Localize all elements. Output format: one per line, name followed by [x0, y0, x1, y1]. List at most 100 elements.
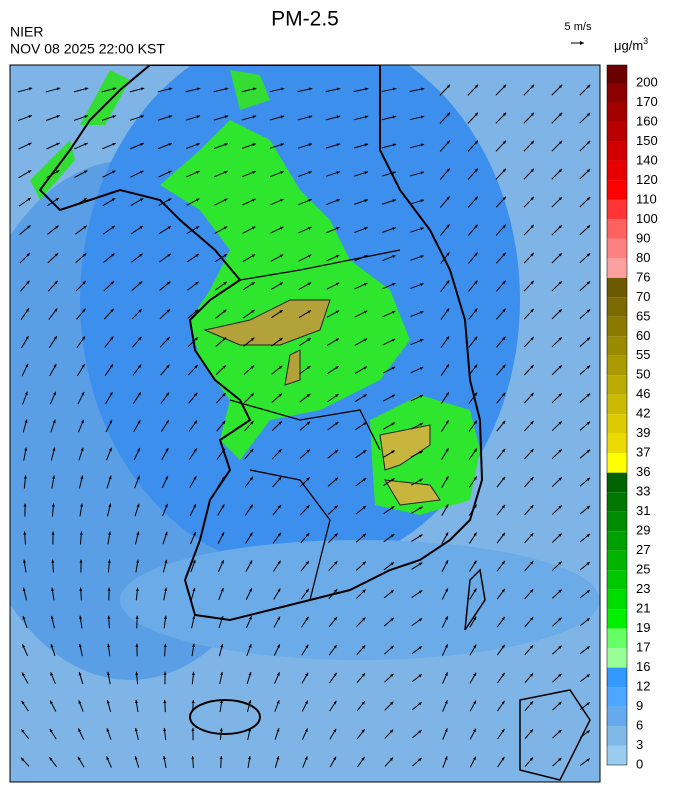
- wind-arrowhead: [168, 87, 173, 91]
- wind-arrowhead: [530, 84, 535, 89]
- wind-arrowhead: [558, 253, 563, 257]
- wind-arrowhead: [445, 532, 449, 536]
- wind-arrowhead: [250, 421, 254, 425]
- wind-arrowhead: [334, 477, 339, 481]
- wind-arrowhead: [140, 115, 145, 119]
- wind-arrowhead: [558, 196, 563, 201]
- wind-arrowhead: [418, 562, 423, 566]
- colorbar-label: 160: [636, 113, 658, 128]
- wind-arrowhead: [501, 504, 506, 509]
- coastline: [38, 65, 484, 622]
- wind-arrowhead: [558, 421, 562, 425]
- wind-arrowhead: [364, 115, 369, 119]
- wind-arrowhead: [135, 671, 139, 676]
- wind-arrowhead: [333, 728, 337, 733]
- wind-arrowhead: [55, 225, 59, 229]
- wind-arrowhead: [195, 254, 199, 258]
- wind-arrowhead: [420, 283, 424, 287]
- wind-arrowhead: [279, 226, 284, 230]
- wind-arrowhead: [112, 142, 116, 146]
- wind-arrowhead: [474, 252, 478, 256]
- wind-arrowhead: [111, 225, 115, 229]
- wind-arrowhead: [51, 559, 55, 563]
- wind-arrowhead: [529, 701, 534, 705]
- wind-arrowhead: [392, 227, 396, 231]
- colorbar-band: [607, 238, 627, 259]
- wind-arrowhead: [248, 672, 252, 676]
- wind-arrowhead: [112, 115, 117, 119]
- wind-arrowhead: [558, 645, 562, 649]
- wind-arrowhead: [392, 87, 397, 91]
- wind-arrowhead: [305, 588, 309, 593]
- wind-arrowhead: [390, 701, 394, 705]
- wind-arrowhead: [558, 757, 562, 762]
- wind-arrowhead: [586, 197, 591, 201]
- wind-arrowhead: [23, 503, 27, 507]
- wind-arrowhead: [23, 531, 27, 535]
- wind-arrowhead: [308, 171, 312, 175]
- wind-arrowhead: [308, 199, 312, 202]
- wind-arrowhead: [586, 561, 591, 566]
- wind-arrowhead: [50, 672, 54, 676]
- wind-arrowhead: [558, 505, 562, 509]
- wind-arrowhead: [530, 168, 535, 173]
- colorbar-label: 50: [636, 367, 650, 382]
- islands: [464, 568, 591, 781]
- wind-arrowhead: [444, 700, 448, 704]
- wind-arrowhead: [502, 112, 507, 117]
- wind-arrowhead: [333, 589, 338, 593]
- wind-arrowhead: [502, 84, 507, 88]
- wind-arrowhead: [248, 616, 252, 620]
- wind-arrowhead: [445, 560, 448, 564]
- wind-arrowhead: [79, 559, 83, 563]
- wind-arrowhead: [219, 755, 223, 760]
- wind-arrowhead: [446, 84, 451, 88]
- wind-arrowhead: [278, 477, 282, 481]
- wind-arrowhead: [420, 143, 425, 147]
- wind-arrowhead: [502, 224, 506, 229]
- wind-arrowhead: [473, 448, 477, 452]
- wind-arrowhead: [134, 728, 138, 732]
- wind-arrowhead: [446, 112, 451, 116]
- wind-arrowhead: [251, 254, 256, 258]
- wind-arrowhead: [51, 587, 55, 592]
- wind-arrowhead: [196, 115, 201, 119]
- wind-arrowhead: [164, 503, 168, 508]
- wind-arrowhead: [136, 531, 140, 536]
- wind-arrowhead: [445, 504, 449, 508]
- colorbar-band: [607, 394, 627, 415]
- wind-arrowhead: [83, 225, 87, 229]
- wind-arrowhead: [277, 532, 281, 537]
- wind-arrowhead: [140, 170, 144, 174]
- wind-arrowhead: [193, 504, 196, 508]
- wind-arrowhead: [53, 391, 56, 396]
- wind-arrowhead: [501, 700, 505, 705]
- wind-arrowhead: [558, 168, 563, 173]
- wind-arrowhead: [530, 421, 534, 425]
- wind-arrowhead: [586, 253, 591, 257]
- wind-arrowhead: [21, 700, 25, 705]
- wind-arrowhead: [221, 532, 224, 536]
- wind-arrowhead: [135, 699, 139, 704]
- wind-arrowhead: [277, 644, 280, 648]
- wind-arrowhead: [530, 505, 534, 509]
- wind-arrowhead: [362, 561, 366, 565]
- wind-arrowhead: [168, 143, 172, 146]
- wind-arrowhead: [111, 198, 116, 202]
- wind-arrowhead: [109, 419, 112, 424]
- wind-arrowhead: [222, 365, 226, 369]
- wind-arrowhead: [304, 756, 308, 760]
- wind-arrowhead: [82, 280, 86, 285]
- wind-arrowhead: [419, 339, 424, 342]
- wind-arrowhead: [362, 533, 366, 537]
- wind-arrowhead: [194, 337, 198, 341]
- wind-arrowhead: [390, 617, 394, 622]
- wind-arrowhead: [361, 701, 365, 705]
- colorbar-band: [607, 219, 627, 239]
- title: PM-2.5: [271, 8, 339, 31]
- colorbar-band: [607, 65, 627, 83]
- wind-arrowhead: [279, 282, 284, 286]
- wind-arrowhead: [445, 448, 449, 452]
- wind-arrowhead: [252, 143, 256, 147]
- wind-arrowhead: [277, 560, 281, 565]
